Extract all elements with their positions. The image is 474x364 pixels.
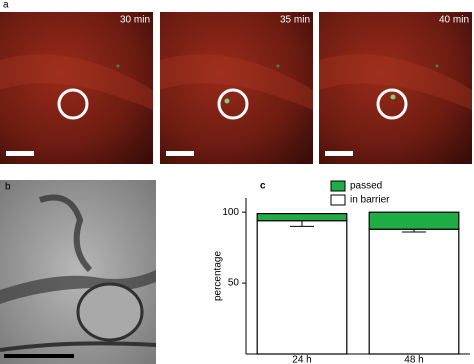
- y-tick-label: 50: [228, 278, 240, 289]
- y-tick-label: 100: [222, 207, 239, 218]
- scale-bar: [6, 151, 34, 156]
- scale-bar: [166, 151, 194, 156]
- panel-a: 30 min 35 min 40 min: [0, 12, 472, 164]
- texture: [319, 54, 472, 110]
- roi-circle: [217, 88, 249, 120]
- particle: [224, 98, 230, 104]
- fluorescence-image: [160, 12, 313, 164]
- membrane: [39, 194, 93, 273]
- bar-segment: [368, 228, 460, 355]
- chart: 50 100 percentage 24 h 48 h passed in barrier: [213, 180, 470, 364]
- panel-label: c: [260, 181, 266, 192]
- roi-circle: [57, 88, 89, 120]
- panel-label: a: [3, 0, 9, 11]
- em-image: [0, 180, 156, 364]
- x-tick-label: 24 h: [292, 355, 311, 364]
- time-label: 30 min: [120, 15, 150, 26]
- particle: [390, 94, 396, 100]
- fluorescence-image: [319, 12, 472, 164]
- scale-bar: [325, 151, 353, 156]
- bar-segment: [256, 220, 348, 355]
- particle: [276, 64, 280, 68]
- x-tick-label: 48 h: [404, 355, 423, 364]
- vesicle: [76, 282, 144, 342]
- particle: [116, 64, 120, 68]
- particle: [435, 64, 439, 68]
- membrane: [0, 270, 156, 304]
- panel-b: b: [0, 180, 157, 364]
- legend-label: in barrier: [350, 195, 390, 206]
- bar-segment: [256, 213, 348, 222]
- panel-label: b: [5, 182, 11, 193]
- legend-swatch: [330, 194, 346, 206]
- legend-swatch: [330, 180, 346, 192]
- membrane: [0, 341, 157, 352]
- time-label: 35 min: [280, 15, 310, 26]
- time-label: 40 min: [439, 15, 469, 26]
- texture: [160, 54, 313, 110]
- roi-circle: [376, 88, 408, 120]
- bar-segment: [368, 211, 460, 230]
- scale-bar: [4, 354, 74, 358]
- texture: [0, 54, 153, 110]
- y-axis-label: percentage: [213, 251, 224, 301]
- fluorescence-image: [0, 12, 153, 164]
- legend-label: passed: [350, 181, 382, 192]
